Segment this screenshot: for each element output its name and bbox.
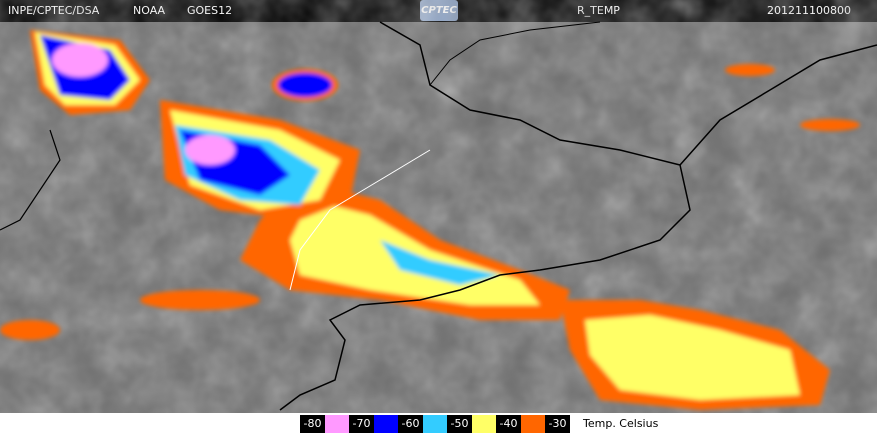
legend-label-box bbox=[545, 415, 570, 433]
legend-label: -70 bbox=[353, 417, 371, 430]
legend-label: -80 bbox=[304, 417, 322, 430]
product: R_TEMP bbox=[577, 4, 620, 17]
legend-swatch bbox=[472, 415, 496, 433]
legend-label-box bbox=[349, 415, 374, 433]
logo bbox=[420, 0, 458, 21]
legend-label: -50 bbox=[451, 417, 469, 430]
legend-swatch bbox=[521, 415, 545, 433]
legend-label-box bbox=[300, 415, 325, 433]
map bbox=[0, 21, 877, 413]
legend: -80 -70 -60 -50 -40 -30 bbox=[300, 415, 570, 433]
legend-label: -60 bbox=[402, 417, 420, 430]
agency: INPE/CPTEC/DSA bbox=[8, 4, 100, 17]
legend-unit: Temp. Celsius bbox=[582, 417, 659, 430]
logo-text: CPTEC bbox=[421, 5, 457, 16]
timestamp: 201211100800 bbox=[767, 4, 851, 17]
legend-label-box bbox=[496, 415, 521, 433]
satellite: GOES12 bbox=[187, 4, 232, 17]
operator: NOAA bbox=[133, 4, 166, 17]
legend-label-box bbox=[398, 415, 423, 433]
legend-label-box bbox=[447, 415, 472, 433]
legend-label: -40 bbox=[500, 417, 518, 430]
legend-swatch bbox=[325, 415, 349, 433]
legend-swatch bbox=[374, 415, 398, 433]
legend-swatch bbox=[423, 415, 447, 433]
legend-label: -30 bbox=[549, 417, 567, 430]
